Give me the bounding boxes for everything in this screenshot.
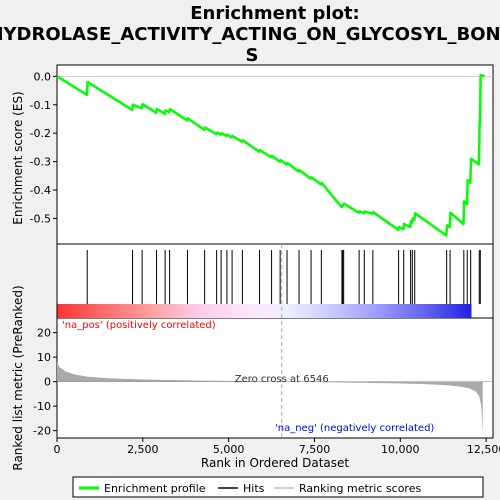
x-tick-label: 2,500: [127, 443, 159, 456]
x-tick-label: 0: [54, 443, 61, 456]
metric-y-tick-label: -10: [33, 400, 51, 413]
chart-title-line3: S: [246, 45, 259, 66]
chart-title-line2: HYDROLASE_ACTIVITY_ACTING_ON_GLYCOSYL_BO…: [0, 24, 500, 45]
es-line-group: [56, 73, 485, 237]
es-y-tick-label: -0.3: [30, 156, 51, 169]
x-axis-label: Rank in Ordered Dataset: [201, 456, 349, 470]
es-y-axis-label: Enrichment score (ES): [11, 91, 25, 224]
x-tick-label: 7,500: [299, 443, 331, 456]
neg-label: 'na_neg' (negatively correlated): [275, 423, 434, 434]
metric-y-tick-label: -20: [33, 425, 51, 438]
metric-y-axis-label: Ranked list metric (PreRanked): [11, 285, 25, 470]
es-y-tick-label: -0.4: [30, 184, 51, 197]
es-y-tick-label: -0.5: [30, 212, 51, 225]
legend-es-label: Enrichment profile: [104, 482, 206, 495]
x-tick-label: 12,500: [467, 443, 500, 456]
zero-cross-label: Zero cross at 6546: [235, 374, 329, 385]
legend-box: [72, 476, 484, 498]
metric-y-tick-label: 20: [37, 327, 51, 340]
metric-y-axis: 20 10 0 -10 -20: [33, 327, 57, 438]
x-tick-label: 5,000: [213, 443, 245, 456]
metric-area-group: [57, 362, 493, 434]
rank-colorbar: [57, 304, 472, 318]
es-panel: [56, 64, 494, 245]
metric-panel: [56, 317, 494, 439]
chart-title-line1: Enrichment plot:: [190, 3, 360, 24]
legend: Enrichment profile Hits Ranking metric s…: [72, 476, 484, 498]
es-y-tick-label: 0.0: [34, 70, 52, 83]
es-y-tick-label: -0.2: [30, 127, 51, 140]
hit-marks-group: [86, 250, 481, 304]
x-axis: 0 2,500 5,000 7,500 10,000 12,500: [54, 438, 500, 456]
es-y-tick-label: -0.1: [30, 99, 51, 112]
es-y-axis: 0.0 -0.1 -0.2 -0.3 -0.4 -0.5: [30, 70, 57, 225]
legend-hits-label: Hits: [243, 482, 265, 495]
metric-y-tick-label: 0: [44, 376, 51, 389]
x-tick-label: 10,000: [381, 443, 420, 456]
enrichment-profile-line: [56, 73, 485, 237]
legend-metric-label: Ranking metric scores: [299, 482, 421, 495]
metric-y-tick-label: 10: [37, 351, 51, 364]
pos-label: 'na_pos' (positively correlated): [62, 320, 216, 331]
